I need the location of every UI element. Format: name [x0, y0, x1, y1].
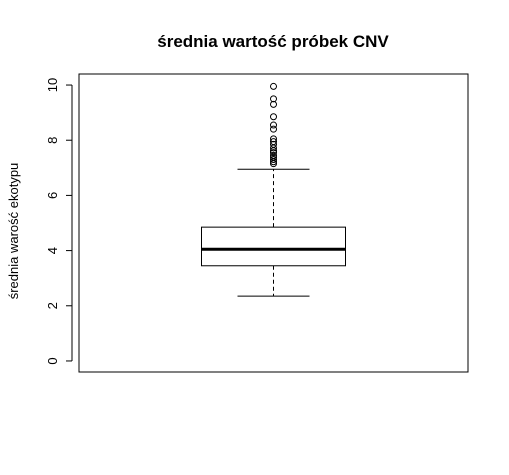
outlier-point	[270, 82, 277, 90]
y-tick-label: 4	[45, 247, 60, 254]
y-axis-label: średnia warość ekotypu	[6, 163, 21, 300]
outlier-point	[270, 113, 277, 121]
boxplot	[201, 168, 346, 297]
outlier-point	[270, 125, 277, 133]
outlier-point	[270, 156, 277, 164]
outlier-point	[270, 95, 277, 103]
plot-frame	[78, 73, 469, 373]
outlier-point	[270, 138, 277, 146]
y-tick-label: 2	[45, 302, 60, 309]
outlier-point	[270, 151, 277, 159]
outliers	[270, 82, 277, 168]
y-axis: 0 2 4 6 8 10	[45, 78, 73, 365]
y-tick-label: 6	[45, 192, 60, 199]
chart-title: średnia wartość próbek CNV	[157, 32, 389, 51]
outlier-point	[270, 149, 277, 157]
outlier-point	[270, 135, 277, 143]
y-tick-label: 0	[45, 357, 60, 364]
y-tick-label: 8	[45, 137, 60, 144]
y-tick-label: 10	[45, 78, 60, 92]
outlier-point	[270, 121, 277, 129]
outlier-point	[270, 153, 277, 161]
iqr-box	[201, 226, 346, 267]
